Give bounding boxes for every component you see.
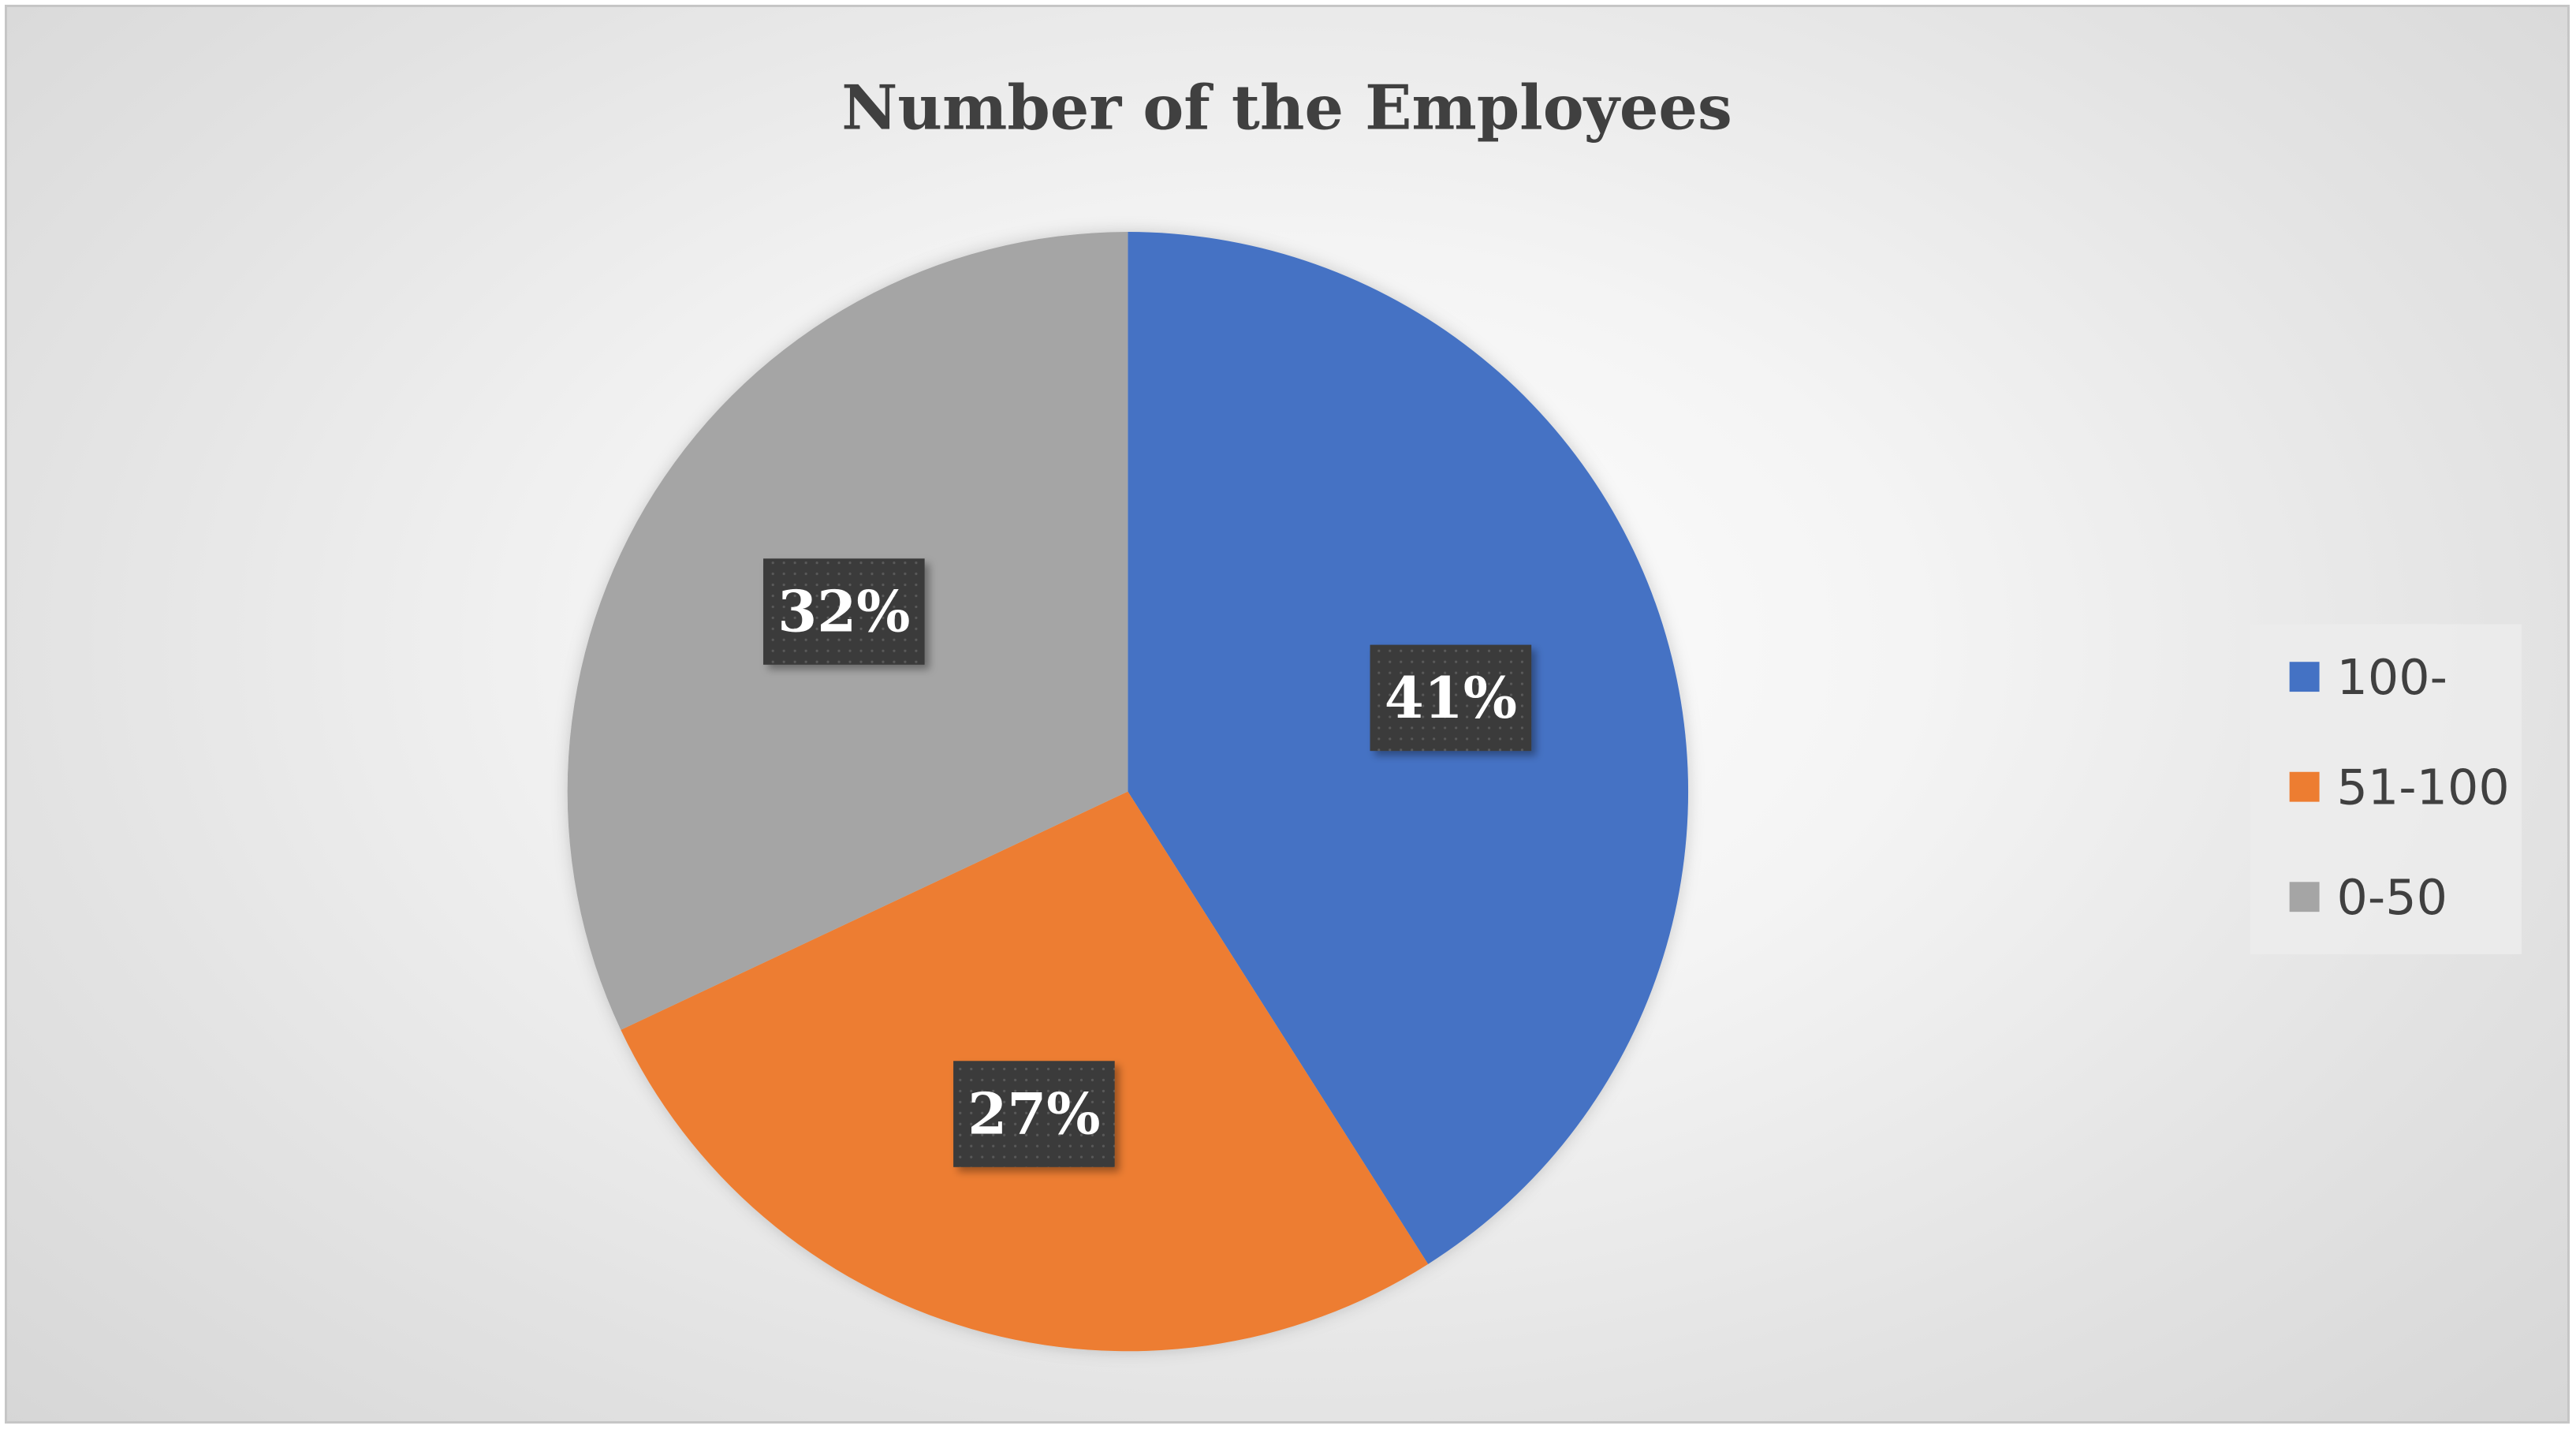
data-label-100-plus: 41%: [1370, 644, 1532, 752]
data-label-box: [1370, 644, 1532, 752]
pie-chart: Number of the Employees 41% 27% 32% 100- 51…: [567, 73, 2522, 1352]
pie-slices: [567, 232, 1689, 1352]
legend-label: 51-100: [2337, 759, 2510, 816]
legend-swatch: [2289, 771, 2320, 802]
chart-area: Number of the Employees 41% 27% 32% 100- 51…: [5, 5, 2570, 1424]
data-label-51-100: 27%: [953, 1061, 1115, 1167]
legend-item-51-100: 51-100: [2289, 759, 2510, 816]
data-label-box: [953, 1061, 1115, 1167]
legend-label: 100-: [2337, 649, 2447, 706]
legend-swatch: [2289, 882, 2320, 912]
data-label-box: [763, 558, 925, 665]
legend-swatch: [2289, 662, 2320, 692]
legend-item-0-50: 0-50: [2289, 869, 2447, 926]
chart-title: Number of the Employees: [841, 73, 1732, 144]
data-label-text: 27%: [967, 1081, 1100, 1148]
legend: 100- 51-100 0-50: [2250, 624, 2522, 954]
data-label-0-50: 32%: [763, 558, 925, 665]
data-label-text: 41%: [1385, 665, 1517, 731]
legend-item-100-plus: 100-: [2289, 649, 2447, 706]
data-label-text: 32%: [777, 578, 910, 644]
data-labels: 41% 27% 32%: [763, 558, 1532, 1167]
legend-label: 0-50: [2337, 869, 2447, 926]
